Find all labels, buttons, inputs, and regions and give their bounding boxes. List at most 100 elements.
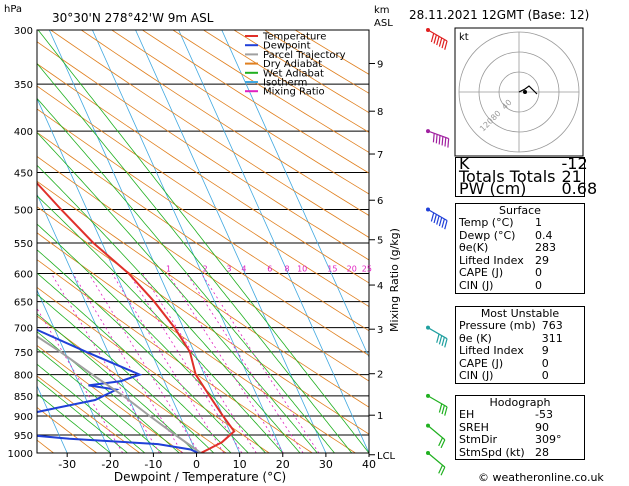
wind-barb-base — [426, 325, 430, 330]
index-value: 309° — [535, 433, 562, 447]
dry-adiabat — [142, 30, 369, 174]
pressure-tick-label: 650 — [14, 298, 33, 309]
wind-barb-flag — [441, 336, 445, 346]
wind-barb-base — [426, 393, 430, 398]
location-title: 30°30'N 278°42'W 9m ASL — [52, 11, 214, 25]
wind-barb-flag — [441, 39, 445, 49]
parcel-trajectory-line — [37, 335, 202, 453]
x-tick-label: 0 — [193, 458, 200, 471]
wet-adiabat — [37, 249, 249, 453]
hodograph-storm-motion — [523, 90, 527, 94]
wind-barb-flag — [430, 33, 435, 43]
pressure-tick-label: 700 — [14, 324, 33, 335]
wet-adiabat — [37, 293, 215, 453]
wind-barb-flag — [447, 138, 450, 148]
index-value: 21 — [561, 166, 582, 186]
index-value: 0 — [535, 278, 542, 292]
wind-barb — [426, 28, 448, 50]
index-value: 0.4 — [535, 228, 553, 242]
wind-barb-flag — [444, 406, 448, 416]
wind-barb-flag — [440, 439, 446, 449]
wind-barb-flag — [438, 217, 443, 227]
mixing-ratio-label: 15 — [327, 265, 337, 274]
index-label: Lifted Index — [459, 253, 524, 267]
index-row: CAPE (J) 0 — [456, 267, 584, 280]
legend-label: Parcel Trajectory — [263, 50, 346, 61]
datetime-title: 28.11.2021 12GMT (Base: 12) — [409, 8, 589, 22]
wind-barb-flag — [435, 134, 438, 144]
index-value: 90 — [535, 420, 549, 434]
wind-barb-staff — [427, 452, 446, 468]
index-row: Totals Totals 21 — [456, 166, 600, 186]
mixing-ratio-label: 8 — [285, 265, 290, 274]
index-value: 0 — [535, 266, 542, 280]
legend-label: Wet Adiabat — [263, 68, 324, 79]
mixing-ratio-label: 4 — [241, 265, 246, 274]
dry-adiabat — [37, 406, 97, 453]
pressure-tick-label: 1000 — [8, 449, 33, 460]
index-label: Pressure (mb) — [459, 319, 536, 332]
mixing-ratio-label: 3 — [226, 265, 231, 274]
legend-label: Dry Adiabat — [263, 59, 322, 70]
index-row: PW (cm) 0.68 — [456, 179, 600, 199]
index-label: PW (cm) — [459, 179, 527, 199]
wind-barb-staff — [427, 130, 449, 140]
wind-barb — [426, 393, 448, 416]
isotherm-line — [178, 30, 369, 453]
wind-barb-base — [426, 423, 430, 428]
pressure-tick-label: 950 — [14, 431, 33, 442]
pressure-tick-label: 550 — [14, 239, 33, 250]
wind-barb-staff — [427, 208, 448, 221]
wet-adiabat — [37, 313, 197, 453]
wet-adiabat — [37, 97, 335, 453]
index-row: EH -53 — [456, 408, 584, 422]
km-tick-label: 5 — [377, 236, 383, 247]
isotherm-line — [221, 30, 369, 359]
wind-barb-flag — [441, 136, 444, 146]
dry-adiabat — [37, 85, 369, 308]
wind-barb-flag — [444, 137, 447, 147]
index-label: CIN (J) — [459, 278, 494, 292]
index-value: 1 — [535, 216, 542, 229]
index-row: K -12 — [456, 154, 600, 173]
km-tick-label: 7 — [377, 150, 383, 161]
mixing-ratio-axis-label: Mixing Ratio (g/kg) — [388, 228, 401, 332]
chart-grid — [37, 30, 369, 453]
dry-adiabat — [37, 131, 369, 357]
index-value: 763 — [541, 319, 563, 332]
wind-barb — [426, 423, 446, 449]
hpa-label: hPa — [4, 4, 22, 15]
wind-barb-flag — [444, 220, 448, 230]
index-label: Temp (°C) — [459, 216, 514, 229]
wind-barb-flag — [444, 40, 448, 50]
wet-adiabat — [37, 348, 163, 453]
dry-adiabat — [37, 108, 369, 332]
index-label: SREH — [459, 420, 489, 434]
wind-barb-flag — [433, 34, 437, 44]
wet-adiabat — [37, 131, 318, 453]
dry-adiabat — [37, 156, 369, 382]
dry-adiabat — [37, 206, 369, 435]
indices-panel: K -12 Totals Totals 21 PW (cm) 0.68 — [455, 156, 597, 197]
pressure-tick-label: 850 — [14, 392, 33, 403]
wind-barb — [426, 207, 448, 230]
index-label: StmSpd (kt) — [459, 445, 525, 459]
x-tick-label: 10 — [233, 458, 247, 471]
hodograph-stats-title: Hodograph — [489, 396, 551, 409]
wind-barbs — [426, 28, 450, 476]
index-row: StmSpd (kt) 28 — [456, 445, 584, 460]
index-label: θe(K) — [459, 241, 489, 255]
index-value: -12 — [561, 154, 588, 173]
x-tick-label: -30 — [58, 458, 76, 471]
mixing-ratio-line — [201, 273, 320, 453]
index-row: CIN (J) 0 — [456, 370, 584, 383]
index-row: CAPE (J) 0 — [456, 357, 584, 371]
index-row: Pressure (mb) 763 — [456, 319, 584, 333]
dry-adiabat — [37, 344, 184, 453]
pressure-tick-label: 300 — [14, 26, 33, 37]
wind-barb-flag — [441, 405, 445, 415]
km-tick-label: 8 — [377, 107, 383, 118]
x-tick-label: 30 — [319, 458, 333, 471]
dry-adiabat — [37, 286, 270, 453]
